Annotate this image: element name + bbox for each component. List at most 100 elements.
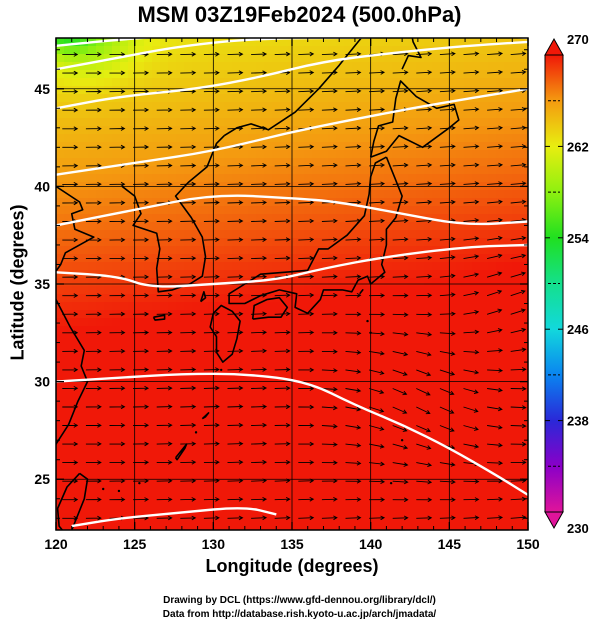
field-cell — [96, 286, 105, 295]
field-cell — [280, 262, 289, 271]
field-cell — [136, 302, 145, 311]
field-cell — [96, 390, 105, 399]
field-cell — [64, 486, 73, 495]
field-cell — [336, 462, 345, 471]
field-cell — [240, 510, 249, 519]
field-cell — [320, 486, 329, 495]
field-cell — [64, 54, 73, 63]
field-cell — [472, 46, 481, 55]
field-cell — [232, 302, 241, 311]
field-cell — [496, 502, 505, 511]
wind-vector — [416, 425, 431, 433]
field-cell — [456, 462, 465, 471]
field-cell — [280, 174, 289, 183]
field-cell — [520, 518, 528, 527]
field-cell — [440, 478, 449, 487]
field-cell — [96, 446, 105, 455]
field-cell — [408, 326, 417, 335]
wind-vector — [321, 144, 338, 150]
wind-vector — [274, 515, 291, 521]
field-cell — [432, 238, 441, 247]
field-cell — [64, 398, 73, 407]
field-cell — [464, 526, 473, 530]
field-cell — [440, 358, 449, 367]
field-cell — [480, 78, 489, 87]
field-cell — [456, 166, 465, 175]
field-cell — [232, 262, 241, 271]
field-cell — [160, 374, 169, 383]
field-cell — [176, 286, 185, 295]
field-cell — [464, 486, 473, 495]
field-cell — [208, 422, 217, 431]
wind-vector — [321, 125, 338, 131]
field-cell — [56, 38, 65, 47]
field-cell — [80, 518, 89, 527]
field-cell — [176, 438, 185, 447]
wind-vector — [251, 292, 268, 298]
field-cell — [336, 246, 345, 255]
field-cell — [64, 446, 73, 455]
field-cell — [360, 246, 369, 255]
field-cell — [344, 38, 353, 47]
field-cell — [280, 414, 289, 423]
field-cell — [280, 238, 289, 247]
field-cell — [64, 358, 73, 367]
wind-vector — [180, 385, 197, 391]
field-cell — [224, 198, 233, 207]
field-cell — [272, 190, 281, 199]
field-cell — [80, 286, 89, 295]
field-cell — [208, 486, 217, 495]
field-cell — [144, 62, 153, 71]
field-cell — [304, 126, 313, 135]
field-cell — [392, 486, 401, 495]
field-cell — [96, 110, 105, 119]
field-cell — [136, 478, 145, 487]
field-cell — [96, 78, 105, 87]
field-cell — [336, 278, 345, 287]
field-cell — [464, 510, 473, 519]
field-cell — [392, 214, 401, 223]
field-cell — [304, 230, 313, 239]
field-cell — [304, 342, 313, 351]
field-cell — [56, 342, 65, 351]
field-cell — [328, 526, 337, 530]
field-cell — [480, 374, 489, 383]
wind-vector — [392, 462, 409, 467]
field-cell — [416, 150, 425, 159]
field-cell — [200, 302, 209, 311]
field-cell — [424, 358, 433, 367]
field-cell — [88, 494, 97, 503]
field-cell — [296, 526, 305, 530]
field-cell — [176, 470, 185, 479]
field-cell — [232, 374, 241, 383]
field-cell — [488, 118, 497, 127]
field-cell — [168, 350, 177, 359]
field-cell — [464, 54, 473, 63]
field-cell — [192, 206, 201, 215]
field-cell — [144, 78, 153, 87]
field-cell — [200, 318, 209, 327]
field-cell — [488, 214, 497, 223]
field-cell — [408, 510, 417, 519]
field-cell — [392, 326, 401, 335]
field-cell — [208, 78, 217, 87]
field-cell — [168, 94, 177, 103]
wind-vector — [274, 51, 291, 57]
y-tick-label: 40 — [34, 178, 50, 194]
field-cell — [368, 502, 377, 511]
wind-vector — [203, 311, 220, 317]
field-cell — [224, 406, 233, 415]
field-cell — [296, 142, 305, 151]
field-cell — [488, 494, 497, 503]
field-cell — [296, 94, 305, 103]
wind-vector — [62, 293, 79, 298]
field-cell — [432, 470, 441, 479]
field-cell — [208, 70, 217, 79]
field-cell — [248, 406, 257, 415]
wind-vector — [510, 386, 527, 392]
field-cell — [128, 62, 137, 71]
field-cell — [488, 406, 497, 415]
field-cell — [192, 294, 201, 303]
field-cell — [408, 230, 417, 239]
field-cell — [312, 462, 321, 471]
